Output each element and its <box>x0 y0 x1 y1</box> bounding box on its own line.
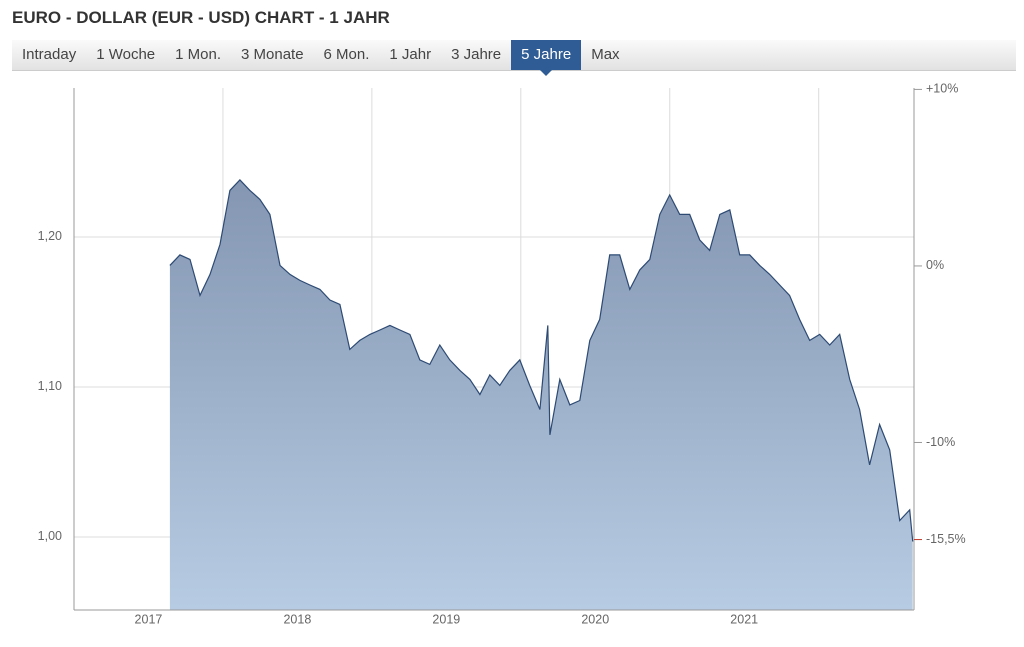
y2-tick-label: +10% <box>926 82 958 96</box>
y-tick-label: 1,20 <box>38 229 62 243</box>
tab-bar: Intraday 1 Woche 1 Mon. 3 Monate 6 Mon. 1 Jah… <box>12 40 1016 76</box>
range-tab[interactable]: Intraday <box>22 46 77 63</box>
range-tab[interactable]: 1 Woche <box>96 46 156 63</box>
y-tick-label: 1,10 <box>38 379 62 393</box>
range-tab[interactable]: 6 Mon. <box>323 46 370 63</box>
y-tick-label: 1,00 <box>38 529 62 543</box>
x-tick-label: 2017 <box>135 612 163 626</box>
chart-title: EURO - DOLLAR (EUR - USD) CHART - 1 JAHR <box>12 8 390 27</box>
range-tab[interactable]: 3 Jahre <box>451 46 502 63</box>
range-tab[interactable]: 3 Monate <box>241 46 304 63</box>
y2-tick-label: 0% <box>926 258 944 272</box>
x-tick-label: 2021 <box>730 612 758 626</box>
range-tab[interactable]: 1 Jahr <box>389 46 432 63</box>
x-tick-label: 2018 <box>283 612 311 626</box>
y2-tick-label: -10% <box>926 435 955 449</box>
x-tick-label: 2020 <box>581 612 609 626</box>
range-tab[interactable]: 1 Mon. <box>175 46 221 63</box>
x-tick-label: 2019 <box>432 612 460 626</box>
price-line <box>169 179 914 542</box>
range-tab[interactable]: 5 Jahre <box>511 40 582 76</box>
last-change-label: -15,5% <box>926 532 966 546</box>
range-tab[interactable]: Max <box>591 46 620 63</box>
